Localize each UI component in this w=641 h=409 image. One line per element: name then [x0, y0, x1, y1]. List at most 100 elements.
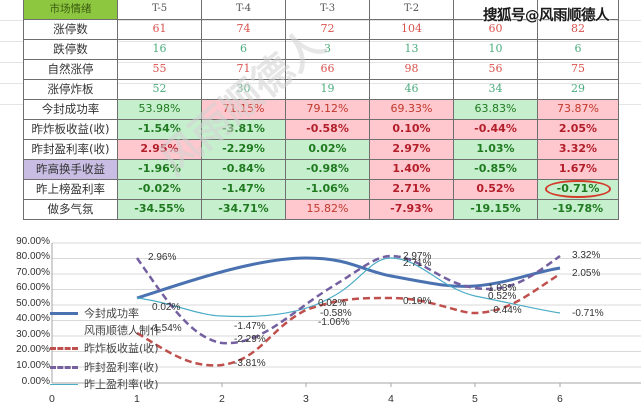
cell[interactable]: -1.96% — [117, 158, 202, 180]
row-label[interactable]: 涨停数 — [23, 18, 118, 40]
cell[interactable]: 98 — [369, 58, 454, 80]
row-label[interactable]: 昨炸板收益(收) — [23, 118, 118, 140]
cell[interactable]: 52 — [117, 78, 202, 100]
cell[interactable]: 66 — [285, 58, 370, 80]
cell[interactable]: -34.55% — [117, 198, 202, 220]
row-label[interactable]: 昨上榜盈利率 — [23, 178, 118, 200]
cell[interactable]: 0.52% — [453, 178, 538, 200]
cell[interactable]: 46 — [369, 78, 454, 100]
legend-success-rate[interactable]: 今封成功率 — [50, 305, 139, 321]
cell[interactable]: -1.06% — [285, 178, 370, 200]
cell[interactable]: -19.78% — [537, 198, 619, 220]
cell[interactable]: -3.81% — [201, 118, 286, 140]
cell[interactable]: -0.85% — [453, 158, 538, 180]
cell[interactable]: 73.87% — [537, 98, 619, 120]
data-label: 1.03% — [488, 283, 517, 294]
cell[interactable]: -0.44% — [453, 118, 538, 140]
data-label: -0.44% — [490, 305, 522, 316]
cell[interactable]: 2.97% — [369, 138, 454, 160]
col-header-t5[interactable]: T-5 — [117, 0, 202, 20]
cell[interactable]: 3 — [285, 38, 370, 60]
data-label: -1.06% — [318, 317, 350, 328]
cell[interactable]: 34 — [453, 78, 538, 100]
cell[interactable]: 0.02% — [285, 138, 370, 160]
legend-label: 昨炸板收益(收) — [84, 342, 159, 355]
data-label: 3.32% — [572, 250, 601, 261]
data-label: 0.10% — [403, 296, 432, 307]
cell[interactable]: -7.93% — [369, 198, 454, 220]
cell[interactable]: -1.54% — [117, 118, 202, 140]
table-row: 今封成功率 53.98% 71.15% 79.12% 69.33% 63.83%… — [23, 98, 619, 120]
row-label[interactable]: 做多气氛 — [23, 198, 118, 220]
legend-seal-profit[interactable]: 昨封盈利率(收) — [50, 359, 159, 375]
row-label[interactable]: 跌停数 — [23, 38, 118, 60]
cell[interactable]: 69.33% — [369, 98, 454, 120]
cell[interactable]: 3.32% — [537, 138, 619, 160]
circled-value-highlight: -0.71% — [544, 180, 612, 198]
cell[interactable]: 2.05% — [537, 118, 619, 140]
y-tick: 50.00% — [16, 298, 50, 309]
cell[interactable]: 63.83% — [453, 98, 538, 120]
cell[interactable]: 55 — [117, 58, 202, 80]
cell[interactable]: 74 — [201, 18, 286, 40]
cell[interactable]: 104 — [369, 18, 454, 40]
cell[interactable]: 71.15% — [201, 98, 286, 120]
cell[interactable]: -0.02% — [117, 178, 202, 200]
data-label: -1.47% — [234, 321, 266, 332]
cell[interactable]: 30 — [201, 78, 286, 100]
cell[interactable]: -1.47% — [201, 178, 286, 200]
cell[interactable]: 16 — [117, 38, 202, 60]
y-tick: 0.00% — [21, 376, 50, 387]
cell[interactable]: 71 — [201, 58, 286, 80]
cell[interactable]: 6 — [537, 38, 619, 60]
legend-break-profit[interactable]: 昨炸板收益(收) — [50, 340, 159, 356]
cell[interactable]: 53.98% — [117, 98, 202, 120]
cell[interactable]: 2.95% — [117, 138, 202, 160]
cell[interactable]: 56 — [453, 58, 538, 80]
y-tick: 70.00% — [16, 267, 50, 278]
cell[interactable]: 2.71% — [369, 178, 454, 200]
cell[interactable]: 15.82% — [285, 198, 370, 220]
row-label[interactable]: 涨停炸板 — [23, 78, 118, 100]
row-label[interactable]: 昨封盈利率(收) — [23, 138, 118, 160]
row-label[interactable]: 自然涨停 — [23, 58, 118, 80]
col-header-t3[interactable]: T-3 — [285, 0, 370, 20]
x-tick: 0 — [49, 393, 55, 405]
cell[interactable]: -19.15% — [453, 198, 538, 220]
cell[interactable]: 0.10% — [369, 118, 454, 140]
data-label: -0.58% — [320, 308, 352, 319]
header-label-cell[interactable]: 市场情绪 — [23, 0, 118, 20]
x-tick: 1 — [134, 393, 140, 405]
cell[interactable]: 10 — [453, 38, 538, 60]
row-label[interactable]: 今封成功率 — [23, 98, 118, 120]
legend-label: 今封成功率 — [84, 307, 139, 320]
cell[interactable]: -34.71% — [201, 198, 286, 220]
cell[interactable]: 13 — [369, 38, 454, 60]
cell[interactable]: 29 — [537, 78, 619, 100]
cell[interactable]: 75 — [537, 58, 619, 80]
cell[interactable]: 6 — [201, 38, 286, 60]
cell[interactable]: 1.67% — [537, 158, 619, 180]
legend-swatch-icon — [50, 311, 78, 315]
cell[interactable]: 79.12% — [285, 98, 370, 120]
cell[interactable]: -0.58% — [285, 118, 370, 140]
series-line-success-rate — [136, 256, 561, 300]
legend-list-profit[interactable]: 昨上盈利率(收) — [50, 376, 159, 392]
table-row: 昨高换手收益 -1.96% -0.84% -0.98% 1.40% -0.85%… — [23, 158, 619, 180]
cell[interactable]: -0.98% — [285, 158, 370, 180]
cell[interactable]: 1.03% — [453, 138, 538, 160]
cell[interactable]: 61 — [117, 18, 202, 40]
cell[interactable]: 72 — [285, 18, 370, 40]
cell[interactable]: -0.84% — [201, 158, 286, 180]
col-header-t4[interactable]: T-4 — [201, 0, 286, 20]
legend-swatch-icon — [50, 383, 78, 385]
cell[interactable]: 19 — [285, 78, 370, 100]
y-tick: 30.00% — [16, 329, 50, 340]
row-label[interactable]: 昨高换手收益 — [23, 158, 118, 180]
cell[interactable]: 1.40% — [369, 158, 454, 180]
y-tick: 40.00% — [16, 313, 50, 324]
cell[interactable]: -0.71% — [537, 178, 619, 200]
y-tick: 60.00% — [16, 282, 50, 293]
cell[interactable]: -2.29% — [201, 138, 286, 160]
col-header-t2[interactable]: T-2 — [369, 0, 454, 20]
